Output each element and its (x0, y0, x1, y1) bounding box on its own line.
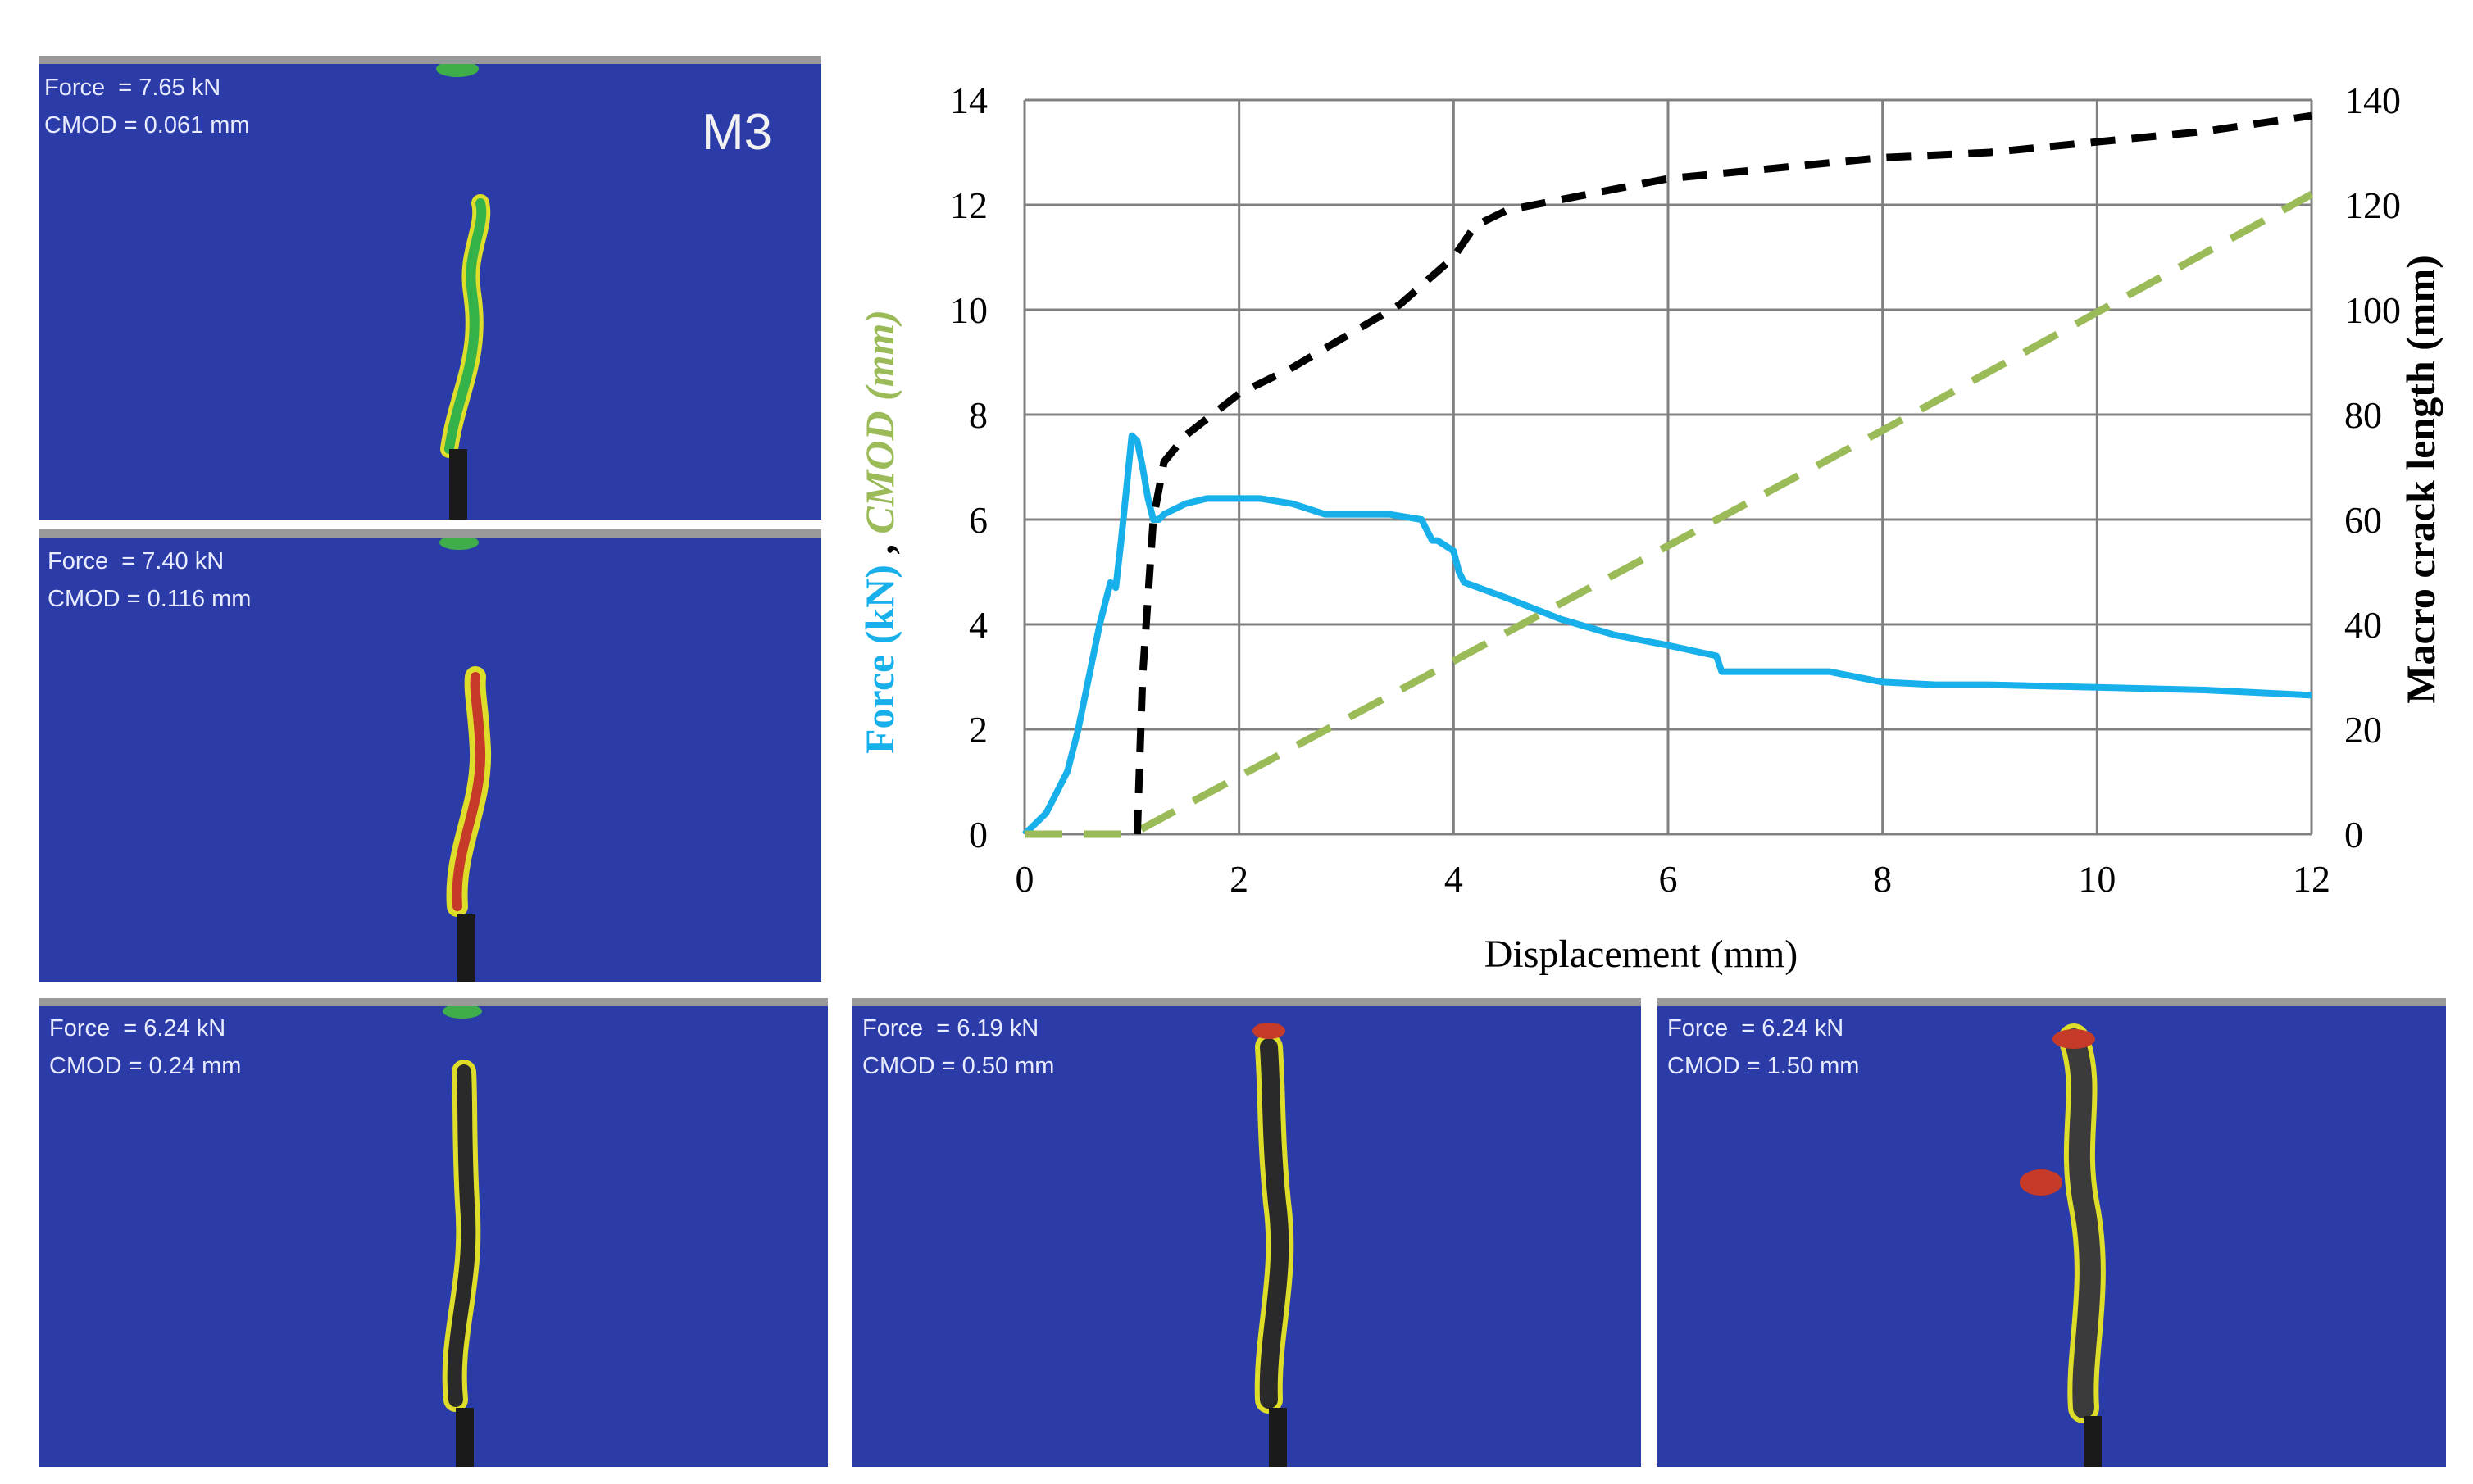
panel-4-force: Force = 6.19 kN (862, 1015, 1039, 1042)
panel-4-readout: Force = 6.19 kN CMOD = 0.50 mm (862, 1010, 1054, 1085)
x-tick-label: 2 (1230, 858, 1248, 900)
x-axis-title: Displacement (mm) (1484, 933, 1798, 976)
y2-tick-label: 100 (2344, 289, 2401, 331)
y-axis-title-left: Force (kN) , CMOD (mm) (857, 310, 902, 754)
y-tick-label: 14 (950, 79, 988, 121)
panel-2-force: Force = 7.40 kN (48, 548, 225, 574)
chart-series (1022, 111, 2314, 838)
y2-tick-label: 0 (2344, 814, 2363, 855)
x-tick-label: 0 (1016, 858, 1034, 900)
panel-2-cmod: CMOD = 0.116 mm (48, 586, 252, 612)
y-tick-label: 12 (950, 184, 988, 226)
y-axis-title-right: Macro crack length (mm) (2398, 255, 2443, 704)
x-tick-label: 12 (2293, 858, 2330, 900)
panel-1-force: Force = 7.65 kN (44, 75, 221, 101)
panel-3-force: Force = 6.24 kN (49, 1015, 226, 1042)
y-tick-label: 0 (969, 814, 988, 855)
dic-strain-field-5 (1657, 1006, 2446, 1467)
x-tick-label: 8 (1873, 858, 1892, 900)
panel-5-cmod: CMOD = 1.50 mm (1667, 1053, 1860, 1079)
y-axis-title-cmod: CMOD (mm) (857, 310, 902, 534)
y2-tick-label: 60 (2344, 499, 2382, 541)
dic-panel-2: Force = 7.40 kN CMOD = 0.116 mm (39, 529, 821, 982)
dic-panel-5: Force = 6.24 kN CMOD = 1.50 mm (1657, 998, 2446, 1467)
y2-tick-label: 80 (2344, 394, 2382, 436)
panel-5-readout: Force = 6.24 kN CMOD = 1.50 mm (1667, 1010, 1859, 1085)
y-axis-title-sep: , (857, 534, 902, 565)
panel-1-readout: Force = 7.65 kN CMOD = 0.061 mm (44, 69, 250, 144)
y-tick-label: 10 (950, 289, 988, 331)
x-tick-label: 10 (2078, 858, 2116, 900)
y2-tick-label: 140 (2344, 79, 2401, 121)
panel-3-cmod: CMOD = 0.24 mm (49, 1053, 242, 1079)
dic-strain-field-2 (39, 538, 821, 982)
specimen-tag: M3 (702, 104, 773, 161)
panel-4-cmod: CMOD = 0.50 mm (862, 1053, 1055, 1079)
panel-3-readout: Force = 6.24 kN CMOD = 0.24 mm (49, 1010, 241, 1085)
y-tick-label: 4 (969, 604, 988, 646)
dic-strain-field-1 (39, 64, 821, 520)
x-tick-label: 6 (1659, 858, 1678, 900)
y-axis-title-force: Force (kN) (857, 565, 902, 754)
dic-panel-1: Force = 7.65 kN CMOD = 0.061 mm M3 (39, 56, 821, 520)
y-tick-label: 6 (969, 499, 988, 541)
y2-tick-label: 120 (2344, 184, 2401, 226)
panel-1-cmod: CMOD = 0.061 mm (44, 112, 250, 138)
y2-tick-label: 40 (2344, 604, 2382, 646)
y2-tick-label: 20 (2344, 709, 2382, 751)
y-tick-label: 2 (969, 709, 988, 751)
series-line-2 (1025, 191, 2314, 838)
series-line-1 (1022, 432, 2312, 837)
dic-panel-4: Force = 6.19 kN CMOD = 0.50 mm (852, 998, 1641, 1467)
dic-strain-field-4 (852, 1006, 1641, 1467)
y-tick-label: 8 (969, 394, 988, 436)
panel-2-readout: Force = 7.40 kN CMOD = 0.116 mm (48, 542, 251, 618)
series-line-3 (1133, 111, 2312, 835)
x-tick-label: 4 (1444, 858, 1463, 900)
dic-strain-field-3 (39, 1006, 828, 1467)
dic-panel-3: Force = 6.24 kN CMOD = 0.24 mm (39, 998, 828, 1467)
chart-grid (1023, 98, 2313, 836)
panel-5-force: Force = 6.24 kN (1667, 1015, 1844, 1042)
